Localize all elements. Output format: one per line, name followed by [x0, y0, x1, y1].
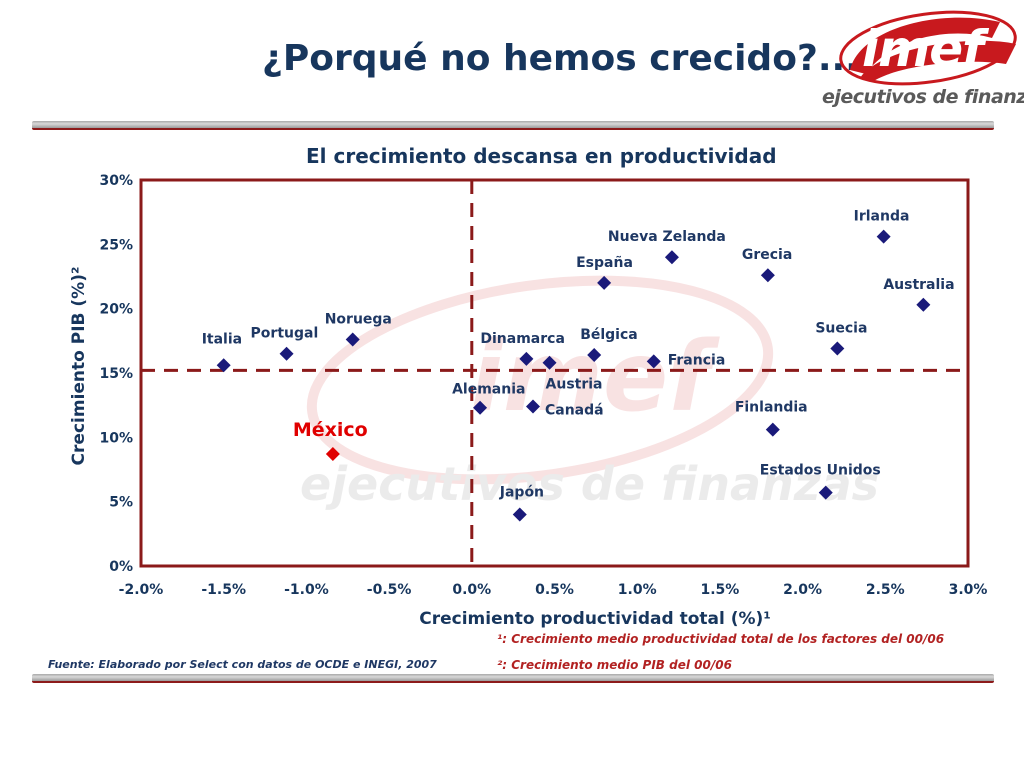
data-point-marker: [279, 346, 294, 361]
data-point-label: Bélgica: [580, 327, 638, 343]
y-tick-label: 5%: [109, 495, 133, 511]
data-point-label: Dinamarca: [480, 331, 565, 347]
data-point-label: España: [576, 255, 633, 271]
y-tick-label: 25%: [99, 237, 133, 253]
chart-title: El crecimiento descansa en productividad: [306, 144, 777, 168]
data-point-label: Finlandia: [735, 400, 808, 416]
data-point-marker: [760, 268, 775, 283]
x-tick-label: 1.0%: [618, 582, 657, 598]
data-point-marker: [216, 358, 231, 373]
data-point-marker: [830, 341, 845, 356]
data-point-label: Italia: [202, 331, 242, 347]
data-point-marker: [597, 275, 612, 290]
data-point-marker: [916, 297, 931, 312]
logo-tagline: ejecutivos de finanzas: [822, 86, 1024, 108]
data-point-label: Alemania: [452, 382, 525, 398]
data-point-label: Suecia: [815, 321, 867, 337]
y-axis-label: Crecimiento PIB (%)²: [69, 267, 89, 466]
footnote-productivity: ¹: Crecimiento medio productividad total…: [497, 632, 945, 646]
y-tick-label: 30%: [99, 173, 133, 189]
source-note: Fuente: Elaborado por Select con datos d…: [48, 658, 437, 671]
watermark-tagline: ejecutivos de finanzas: [300, 457, 879, 511]
imef-logo-icon: [839, 10, 1017, 86]
y-tick-label: 10%: [99, 430, 133, 446]
data-point-label: Australia: [883, 277, 954, 293]
data-point-label: Grecia: [742, 247, 792, 263]
x-tick-label: 0.5%: [535, 582, 574, 598]
bottom-divider: [32, 674, 994, 683]
slide-title: ¿Porqué no hemos crecido?...: [262, 38, 859, 79]
data-point-marker: [646, 354, 661, 369]
top-divider: [32, 121, 994, 130]
plot-frame: [139, 178, 970, 568]
x-tick-label: -0.5%: [367, 582, 412, 598]
x-axis-ticks: -2.0% -1.5% -1.0% -0.5% 0.0% 0.5% 1.0% 1.5% 2.0%…: [119, 582, 988, 598]
x-tick-label: 2.5%: [866, 582, 905, 598]
watermark: imef ejecutivos de finanzas: [300, 275, 879, 511]
data-point-marker: [765, 422, 780, 437]
data-point-label: Portugal: [251, 326, 319, 342]
data-point-marker: [587, 347, 602, 362]
watermark-word: imef: [470, 321, 720, 433]
x-tick-label: -1.5%: [201, 582, 246, 598]
footnote-gdp: ²: Crecimiento medio PIB del 00/06: [497, 658, 732, 672]
data-point-label: Japón: [499, 485, 544, 501]
data-point-marker: [876, 229, 891, 244]
data-point-label: México: [293, 419, 368, 441]
data-point-marker: [345, 332, 360, 347]
logo-wordmark: imef: [862, 20, 984, 78]
data-point-label: Noruega: [325, 312, 392, 328]
data-point-label: Austria: [546, 377, 603, 393]
x-tick-label: -2.0%: [119, 582, 164, 598]
x-tick-label: 3.0%: [949, 582, 988, 598]
data-point-label: Estados Unidos: [760, 463, 881, 479]
y-tick-label: 15%: [99, 366, 133, 382]
data-point-marker: [325, 447, 340, 462]
data-point-label: Francia: [668, 352, 726, 368]
data-point-label: Canadá: [545, 402, 604, 418]
data-point-marker: [519, 351, 534, 366]
y-tick-label: 20%: [99, 302, 133, 318]
x-tick-label: 0.0%: [452, 582, 491, 598]
y-axis-ticks: 0% 5% 10% 15% 20% 25% 30%: [99, 173, 133, 575]
data-points: Italia Portugal Noruega México Alemania Japón…: [202, 209, 955, 522]
data-point-label: Irlanda: [854, 209, 910, 225]
data-point-marker: [473, 400, 488, 415]
x-tick-label: -1.0%: [284, 582, 329, 598]
data-point-marker: [664, 250, 679, 265]
data-point-marker: [512, 507, 527, 522]
x-tick-label: 2.0%: [783, 582, 822, 598]
data-point-label: Nueva Zelanda: [608, 229, 726, 245]
data-point-marker: [525, 399, 540, 414]
data-point-marker: [818, 485, 833, 500]
x-tick-label: 1.5%: [700, 582, 739, 598]
data-point-marker: [542, 355, 557, 370]
x-axis-label: Crecimiento productividad total (%)¹: [419, 609, 771, 629]
y-tick-label: 0%: [109, 559, 133, 575]
